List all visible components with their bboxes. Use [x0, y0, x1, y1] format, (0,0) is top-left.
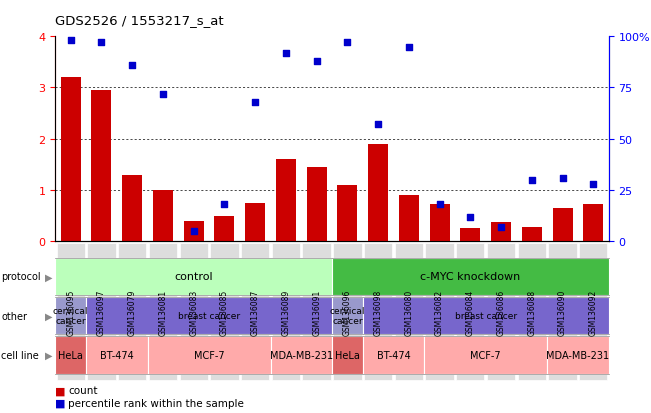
Text: GSM136096: GSM136096 — [343, 289, 352, 335]
Text: protocol: protocol — [1, 272, 41, 282]
Point — [373, 122, 383, 128]
Text: GSM136085: GSM136085 — [220, 289, 229, 335]
Text: GSM136083: GSM136083 — [189, 289, 198, 335]
Text: c-MYC knockdown: c-MYC knockdown — [421, 272, 520, 282]
Text: MDA-MB-231: MDA-MB-231 — [270, 350, 333, 360]
Point — [281, 50, 291, 57]
Text: BT-474: BT-474 — [377, 350, 410, 360]
Text: ■: ■ — [55, 385, 66, 395]
Point — [311, 58, 322, 65]
Point — [434, 202, 445, 208]
Bar — [276, 160, 296, 242]
Text: GSM136095: GSM136095 — [66, 289, 76, 335]
Point — [127, 62, 137, 69]
Text: GSM136098: GSM136098 — [374, 289, 383, 335]
Text: breast cancer: breast cancer — [454, 311, 517, 320]
Text: other: other — [1, 311, 27, 321]
Text: GSM136086: GSM136086 — [497, 289, 506, 335]
Text: GSM136087: GSM136087 — [251, 289, 260, 335]
Bar — [583, 205, 603, 242]
Text: MCF-7: MCF-7 — [471, 350, 501, 360]
Text: count: count — [68, 385, 98, 395]
Bar — [184, 221, 204, 242]
Text: ▶: ▶ — [44, 311, 52, 321]
Point — [527, 177, 537, 184]
Bar — [245, 203, 265, 242]
Text: GSM136081: GSM136081 — [158, 289, 167, 335]
Point — [557, 175, 568, 182]
Bar — [399, 196, 419, 242]
Bar — [430, 205, 450, 242]
Bar — [337, 185, 357, 242]
Text: GSM136097: GSM136097 — [97, 289, 106, 335]
Point — [189, 228, 199, 235]
Point — [496, 224, 506, 230]
Text: ▶: ▶ — [44, 350, 52, 360]
Text: cervical
cancer: cervical cancer — [329, 306, 365, 325]
Bar — [368, 145, 388, 242]
Bar — [307, 168, 327, 242]
Text: cervical
cancer: cervical cancer — [53, 306, 89, 325]
Text: breast cancer: breast cancer — [178, 311, 240, 320]
Text: GSM136079: GSM136079 — [128, 289, 137, 335]
Text: percentile rank within the sample: percentile rank within the sample — [68, 398, 244, 408]
Text: GSM136089: GSM136089 — [281, 289, 290, 335]
Text: GSM136090: GSM136090 — [558, 289, 567, 335]
Text: ■: ■ — [55, 398, 66, 408]
Text: MDA-MB-231: MDA-MB-231 — [546, 350, 609, 360]
Bar — [91, 91, 111, 242]
Text: GSM136080: GSM136080 — [404, 289, 413, 335]
Point — [96, 40, 107, 47]
Text: GSM136091: GSM136091 — [312, 289, 321, 335]
Bar — [460, 229, 480, 242]
Text: MCF-7: MCF-7 — [194, 350, 225, 360]
Text: HeLa: HeLa — [335, 350, 360, 360]
Point — [588, 181, 598, 188]
Bar — [214, 216, 234, 242]
Text: control: control — [174, 272, 213, 282]
Text: GSM136082: GSM136082 — [435, 289, 444, 335]
Text: cell line: cell line — [1, 350, 39, 360]
Bar — [153, 190, 173, 242]
Text: BT-474: BT-474 — [100, 350, 133, 360]
Text: GSM136092: GSM136092 — [589, 289, 598, 335]
Text: ▶: ▶ — [44, 272, 52, 282]
Point — [250, 99, 260, 106]
Point — [219, 202, 230, 208]
Text: GSM136088: GSM136088 — [527, 289, 536, 335]
Bar — [491, 222, 511, 242]
Text: HeLa: HeLa — [59, 350, 83, 360]
Point — [465, 214, 475, 221]
Text: GSM136084: GSM136084 — [466, 289, 475, 335]
Bar — [522, 227, 542, 242]
Bar — [553, 209, 573, 242]
Point — [404, 44, 414, 51]
Point — [66, 38, 76, 45]
Bar — [122, 175, 142, 242]
Point — [342, 40, 353, 47]
Text: GDS2526 / 1553217_s_at: GDS2526 / 1553217_s_at — [55, 14, 224, 27]
Bar — [61, 78, 81, 242]
Point — [158, 91, 168, 98]
